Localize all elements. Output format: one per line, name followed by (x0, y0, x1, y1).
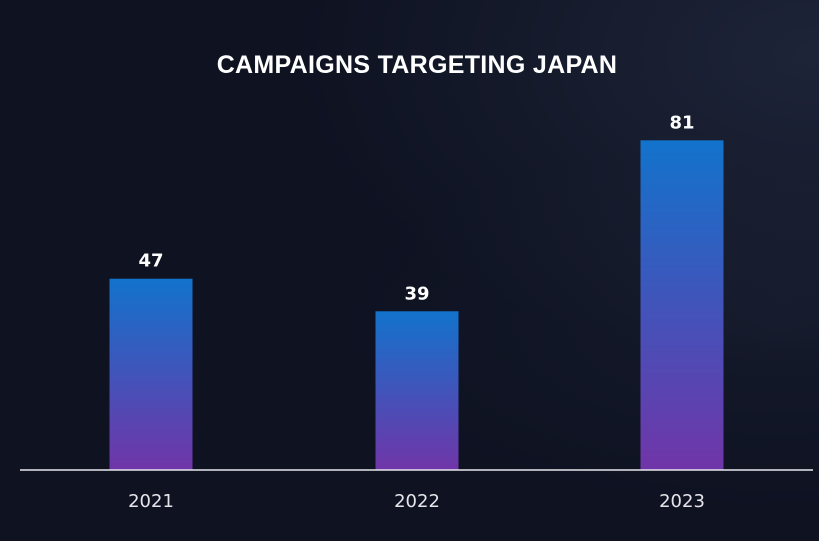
data-label-2021: 47 (138, 251, 163, 272)
data-label-2023: 81 (669, 112, 694, 133)
bar-2022 (375, 311, 459, 470)
chart-title: CAMPAIGNS TARGETING JAPAN (217, 51, 618, 79)
x-tick-label-2022: 2022 (394, 491, 440, 512)
bar-2023 (640, 140, 724, 470)
bar-2021 (109, 278, 193, 470)
data-label-2022: 39 (404, 283, 429, 304)
bars-group: 47 39 81 (109, 112, 724, 470)
x-tick-label-2021: 2021 (128, 491, 174, 512)
x-tick-label-2023: 2023 (659, 491, 705, 512)
x-tick-labels: 2021 2022 2023 (128, 491, 705, 512)
